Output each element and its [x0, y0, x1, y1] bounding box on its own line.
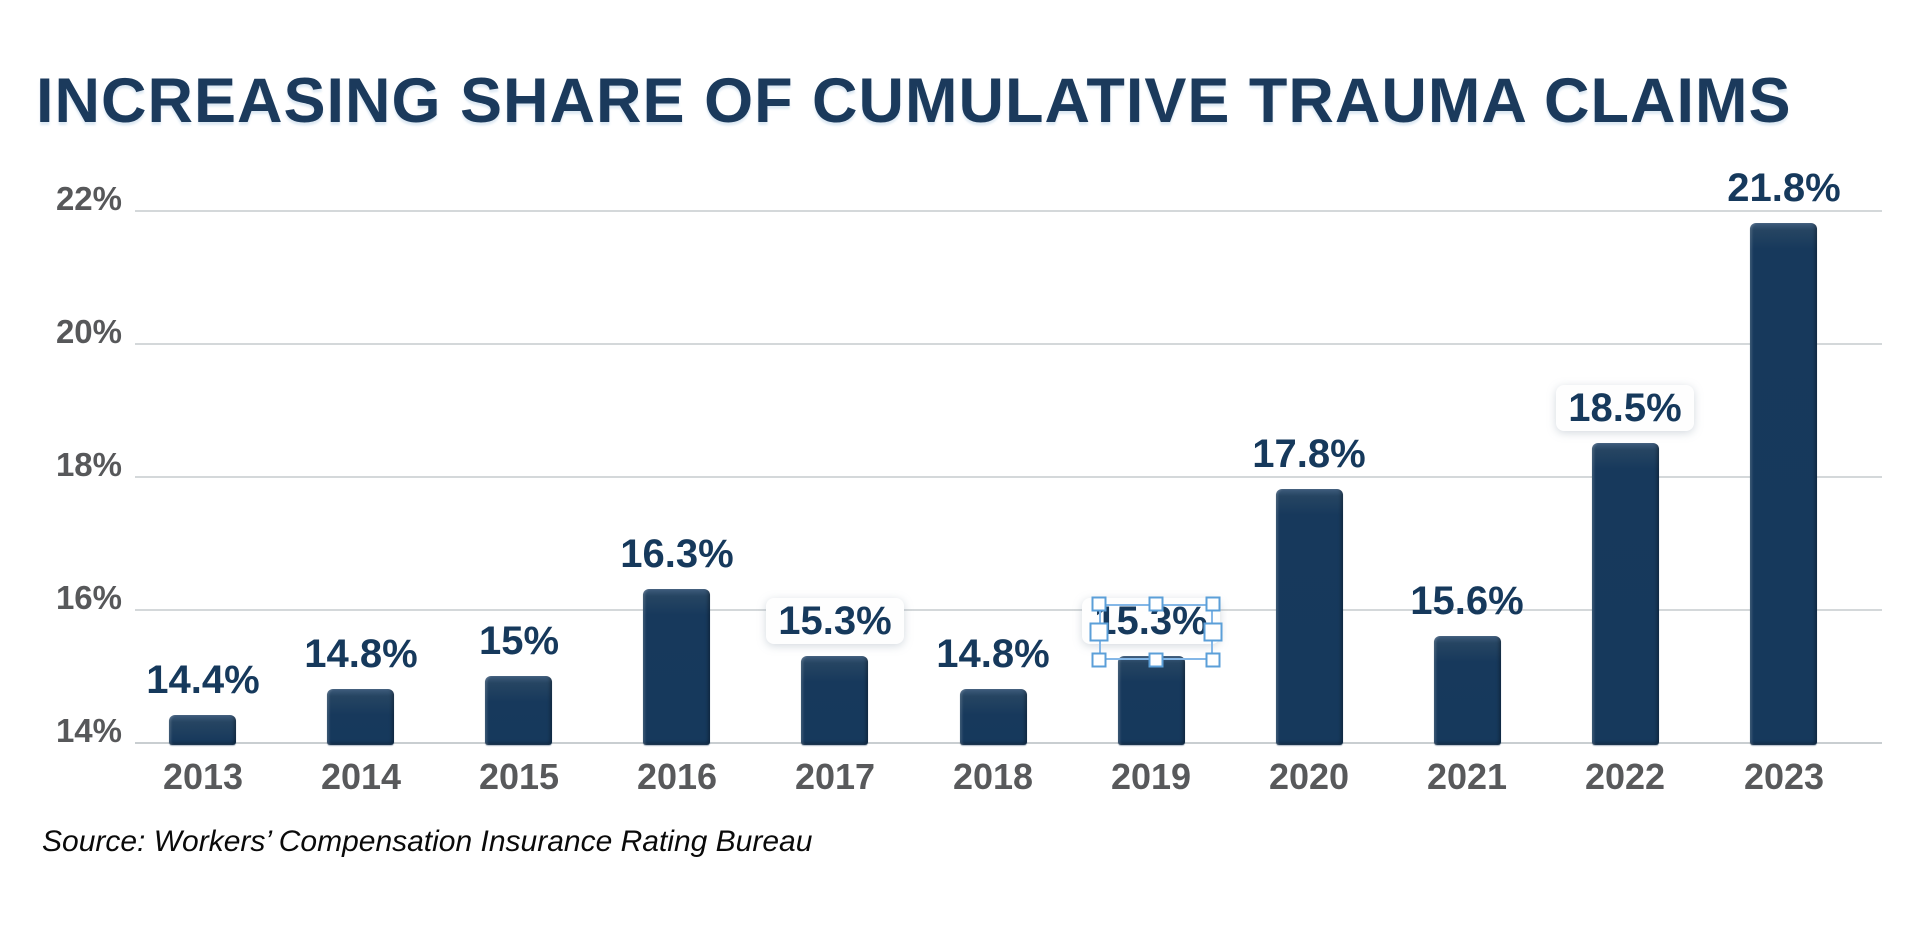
bar-2017 [801, 656, 868, 745]
chart-title: INCREASING SHARE OF CUMULATIVE TRAUMA CL… [36, 66, 1792, 136]
value-label-2022: 18.5% [1495, 385, 1755, 431]
bar-2022 [1592, 443, 1659, 745]
x-axis-label-2015: 2015 [478, 756, 560, 797]
y-axis-tick-label: 20% [55, 313, 122, 350]
bar-2018 [960, 689, 1027, 745]
value-label-2020: 17.8% [1252, 432, 1366, 476]
x-axis-label-2018: 2018 [952, 756, 1034, 797]
selection-handle-bottom-center[interactable] [1148, 652, 1164, 668]
bar-2020 [1276, 489, 1343, 745]
x-axis-label-2021: 2021 [1426, 756, 1508, 797]
bar-2015 [485, 676, 552, 745]
x-axis-label-2013: 2013 [162, 756, 244, 797]
x-axis-label-2019: 2019 [1110, 756, 1192, 797]
x-axis-label-2020: 2020 [1268, 756, 1350, 797]
selection-handle-top-center[interactable] [1148, 596, 1164, 612]
x-axis-label-2016: 2016 [636, 756, 718, 797]
value-label-2013: 14.4% [146, 658, 260, 702]
selection-handle-top-left[interactable] [1091, 596, 1107, 612]
value-label-2018: 14.8% [936, 632, 1050, 676]
value-label-2017: 15.3% [705, 598, 965, 644]
selection-handle-middle-left[interactable] [1089, 622, 1109, 642]
value-label-2023: 21.8% [1727, 166, 1841, 210]
x-axis-label-2023: 2023 [1743, 756, 1825, 797]
bar-2019 [1118, 656, 1185, 745]
gridline-18pct [135, 476, 1882, 478]
bar-2023 [1750, 223, 1817, 745]
source-note: Source: Workers’ Compensation Insurance … [42, 825, 813, 858]
gridline-16pct [135, 609, 1882, 611]
bar-2014 [327, 689, 394, 745]
bar-2016 [643, 589, 710, 745]
bar-2013 [169, 715, 236, 745]
bar-2021 [1434, 636, 1501, 745]
selection-handle-middle-right[interactable] [1203, 622, 1223, 642]
gridline-20pct [135, 343, 1882, 345]
selection-handle-top-right[interactable] [1205, 596, 1221, 612]
x-axis-label-2017: 2017 [794, 756, 876, 797]
gridline-22pct [135, 210, 1882, 212]
y-axis-tick-label: 22% [55, 180, 122, 217]
value-label-2015: 15% [478, 619, 560, 663]
y-axis-tick-label: 14% [55, 712, 122, 749]
value-label-2021: 15.6% [1410, 579, 1524, 623]
value-label-2014: 14.8% [304, 632, 418, 676]
selection-handle-bottom-left[interactable] [1091, 652, 1107, 668]
selection-handle-bottom-right[interactable] [1205, 652, 1221, 668]
x-axis-label-2022: 2022 [1584, 756, 1666, 797]
x-axis-label-2014: 2014 [320, 756, 402, 797]
value-label-2016: 16.3% [620, 532, 734, 576]
value-label-halo: 15.3% [766, 598, 904, 644]
value-label-halo: 18.5% [1556, 385, 1694, 431]
y-axis-tick-label: 16% [55, 579, 122, 616]
y-axis-tick-label: 18% [55, 446, 122, 483]
